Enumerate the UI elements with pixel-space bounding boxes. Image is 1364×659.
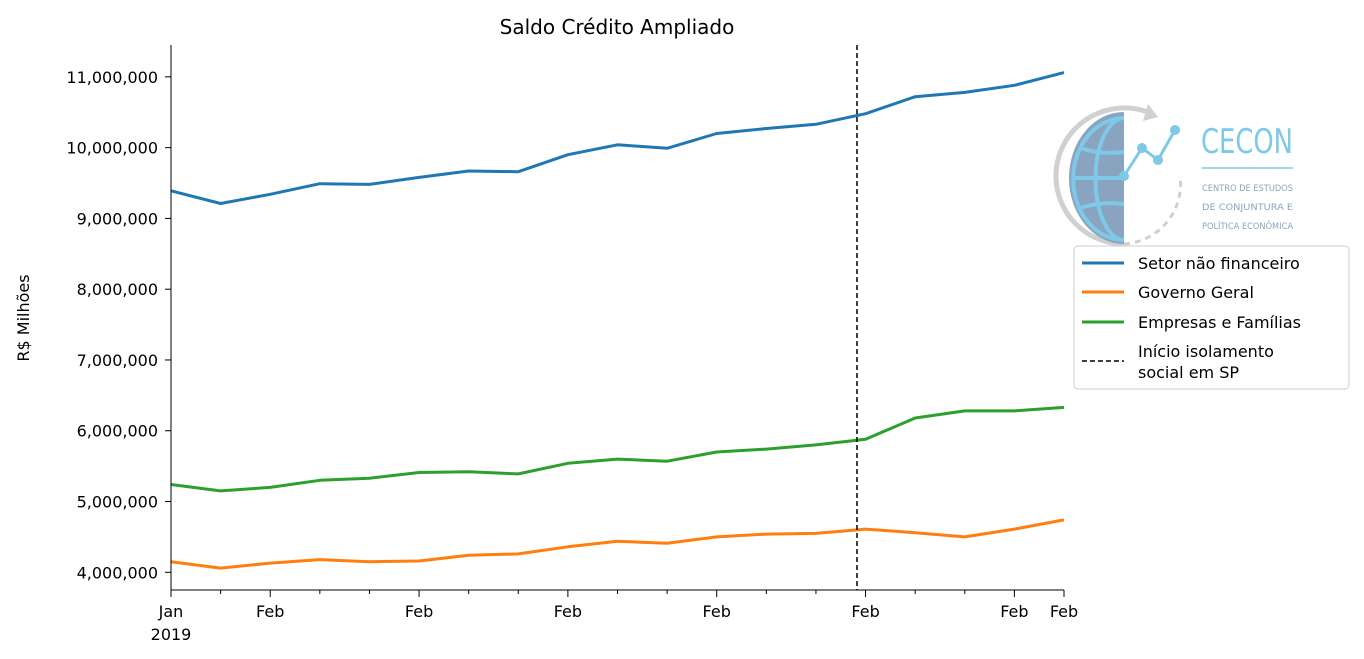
cecon-logo: CECON CENTRO DE ESTUDOS DE CONJUNTURA E … — [1053, 104, 1294, 247]
logo-name: CECON — [1201, 122, 1293, 162]
y-tick-label: 6,000,000 — [77, 422, 158, 441]
legend-entry-setor: Setor não financeiro — [1138, 254, 1300, 273]
legend-box — [1073, 245, 1350, 390]
x-tick-label: Feb — [1000, 602, 1028, 621]
legend-entry-isolamento-line1: Início isolamento — [1138, 342, 1274, 361]
y-tick-label: 7,000,000 — [77, 351, 158, 370]
y-tick-label: 5,000,000 — [77, 493, 158, 512]
legend-entry-empresas: Empresas e Famílias — [1138, 313, 1301, 332]
series-line-1 — [170, 71, 1065, 205]
logo-trend-line-icon — [1122, 129, 1177, 177]
x-tick-label: Feb — [256, 602, 284, 621]
logo-arc-dashed-icon — [1123, 175, 1183, 246]
y-tick-label: 4,000,000 — [77, 563, 158, 582]
x-tick-label: Feb — [405, 602, 433, 621]
chart-title: Saldo Crédito Ampliado — [500, 15, 735, 39]
series-line-3 — [170, 405, 1065, 493]
x-tick-label: Feb — [554, 602, 582, 621]
legend: Setor não financeiro Governo Geral Empre… — [1073, 245, 1350, 390]
x-tick-label: Feb — [851, 602, 879, 621]
y-axis-label: R$ Milhões — [14, 274, 33, 361]
series-group — [170, 71, 1065, 570]
x-tick-label: Jan — [158, 602, 184, 621]
y-tick-label: 8,000,000 — [77, 280, 158, 299]
x-year-label: 2019 — [151, 625, 192, 644]
logo-line-2: DE CONJUNTURA E — [1202, 203, 1293, 213]
y-tick-label: 9,000,000 — [77, 209, 158, 228]
y-axis: 4,000,000 5,000,000 6,000,000 7,000,000 8,00… — [66, 68, 171, 582]
globe-grid-icon — [1071, 116, 1125, 242]
y-tick-label: 11,000,000 — [66, 68, 158, 87]
y-tick-label: 10,000,000 — [66, 139, 158, 158]
logo-arc-icon — [1053, 105, 1125, 247]
legend-entry-isolamento-line2: social em SP — [1138, 363, 1239, 382]
x-axis: Jan Feb Feb Feb Feb Feb Feb Feb 2019 — [151, 590, 1078, 644]
logo-line-3: POLÍTICA ECONÔMICA — [1202, 220, 1294, 232]
logo-arrowhead-icon — [1143, 104, 1158, 121]
series-line-2 — [170, 518, 1065, 570]
x-tick-label: Feb — [1050, 602, 1078, 621]
logo-line-1: CENTRO DE ESTUDOS — [1202, 184, 1293, 194]
legend-entry-governo: Governo Geral — [1138, 283, 1254, 302]
x-tick-label: Feb — [703, 602, 731, 621]
